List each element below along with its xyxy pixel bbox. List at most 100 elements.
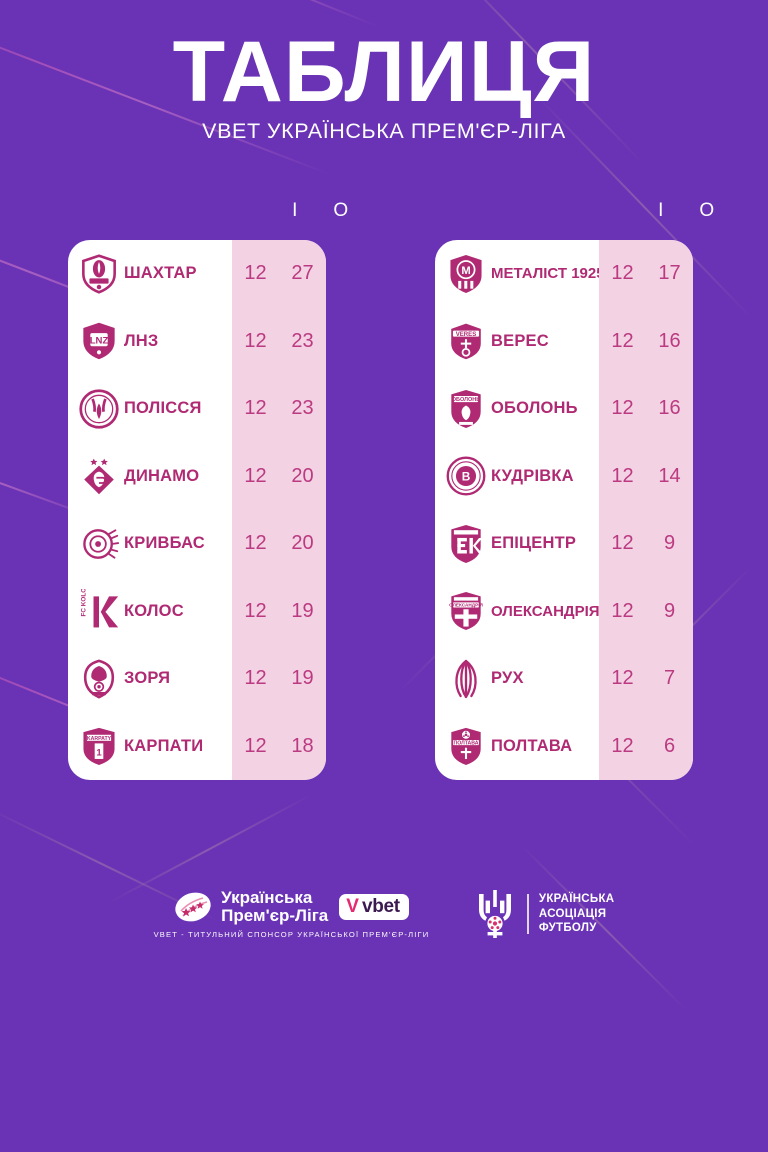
page-title: ТАБЛИЦЯ [172, 24, 596, 120]
epicentr-logo [443, 521, 489, 567]
svg-text:FC KOLOS: FC KOLOS [80, 589, 87, 616]
column-header-points: О [333, 200, 349, 221]
poltava-logo: ПОЛТАВА [443, 723, 489, 769]
polissya-logo [76, 386, 122, 432]
stat-points: 23 [291, 329, 314, 352]
stat-played: 12 [611, 397, 634, 420]
team-name: РУХ [491, 669, 524, 688]
team-stats: 12 18 [232, 735, 326, 758]
team-name: КУДРІВКА [491, 466, 574, 485]
shakhtar-logo [76, 251, 122, 297]
footer: Українська Прем'єр-Ліга V vbet VBET - ТИ… [0, 888, 768, 940]
team-name: КАРПАТИ [124, 736, 204, 755]
stat-played: 12 [611, 599, 634, 622]
stat-played: 12 [611, 734, 634, 757]
stat-played: 12 [611, 464, 634, 487]
team-name: КРИВБАС [124, 534, 205, 553]
svg-text:KARPATY: KARPATY [87, 736, 112, 742]
stat-points: 16 [658, 329, 681, 352]
team-name: ВЕРЕС [491, 331, 549, 350]
column-header-played: І [292, 200, 298, 221]
stat-played: 12 [611, 667, 634, 690]
stat-points: 6 [663, 734, 676, 757]
svg-text:ПОЛТАВА: ПОЛТАВА [453, 741, 478, 747]
team-stats: 12 20 [232, 532, 326, 555]
team-stats: 12 23 [232, 330, 326, 353]
upl-sponsor-block: Українська Прем'єр-Ліга V vbet VBET - ТИ… [153, 887, 430, 940]
uaf-block: УКРАЇНСЬКА АСОЦІАЦІЯ ФУТБОЛУ [473, 888, 614, 940]
stat-played: 12 [244, 734, 267, 757]
team-stats: 12 14 [599, 465, 693, 488]
lnz-logo: LNZ [76, 318, 122, 364]
stats-background [232, 240, 326, 780]
team-stats: 12 7 [599, 667, 693, 690]
team-name: ДИНАМО [124, 466, 200, 485]
team-stats: 12 23 [232, 397, 326, 420]
team-stats: 12 19 [232, 667, 326, 690]
svg-text:ОБОЛОНЬ: ОБОЛОНЬ [452, 397, 481, 403]
upl-logo-line2: Прем'єр-Ліга [221, 906, 329, 925]
kudrivka-logo: B [443, 453, 489, 499]
svg-text:1: 1 [96, 748, 102, 759]
stat-played: 12 [611, 329, 634, 352]
stat-points: 18 [291, 734, 314, 757]
stat-points: 19 [291, 667, 314, 690]
team-name: МЕТАЛІСТ 1925 [491, 265, 599, 283]
stat-points: 16 [658, 397, 681, 420]
svg-text:M: M [461, 265, 470, 277]
stat-played: 12 [244, 667, 267, 690]
team-stats: 12 27 [232, 262, 326, 285]
sponsor-text: VBET - ТИТУЛЬНИЙ СПОНСОР УКРАЇНСЬКОЇ ПРЕ… [153, 930, 430, 940]
veres-logo: VERES [443, 318, 489, 364]
column-headers: І О І О [0, 200, 768, 234]
upl-logo-line1: Українська [221, 887, 313, 907]
team-stats: 12 9 [599, 532, 693, 555]
karpaty-logo: KARPATY 1 [76, 723, 122, 769]
column-headers-left: І О [272, 200, 364, 222]
uaf-label: УКРАЇНСЬКА АСОЦІАЦІЯ ФУТБОЛУ [539, 892, 615, 936]
stat-played: 12 [244, 464, 267, 487]
stat-played: 12 [244, 397, 267, 420]
stat-points: 23 [291, 397, 314, 420]
stats-background [599, 240, 693, 780]
kolos-logo: FC KOLOS [76, 588, 122, 634]
upl-ball-icon [175, 892, 211, 922]
stat-points: 20 [291, 532, 314, 555]
standings-panel: 1 ШАХТАР12272 LNZ ЛНЗ12233 ПОЛІССЯ12234 [68, 240, 326, 780]
team-name: ОБОЛОНЬ [491, 399, 578, 418]
kryvbas-logo [76, 521, 122, 567]
team-name: ЕПІЦЕНТР [491, 534, 577, 553]
column-header-played: І [658, 200, 664, 221]
uaf-trident-icon [479, 890, 512, 938]
stat-points: 19 [291, 599, 314, 622]
zorya-logo [76, 656, 122, 702]
stat-points: 9 [663, 532, 676, 555]
vbet-wordmark: vbet [361, 896, 400, 917]
metalist-1925-logo: M [443, 251, 489, 297]
obolon-logo: ОБОЛОНЬ [443, 386, 489, 432]
team-name: КОЛОС [124, 601, 184, 620]
team-name: ШАХТАР [124, 264, 197, 283]
stat-points: 20 [291, 464, 314, 487]
team-name: ОЛЕКСАНДРІЯ [491, 602, 599, 620]
column-headers-right: І О [638, 200, 730, 222]
table-row[interactable]: 12 B КУДРІВКА 12 14 [435, 443, 693, 511]
column-header-points: О [699, 200, 715, 221]
svg-text:B: B [462, 470, 471, 484]
vbet-v-icon: V [346, 896, 359, 917]
